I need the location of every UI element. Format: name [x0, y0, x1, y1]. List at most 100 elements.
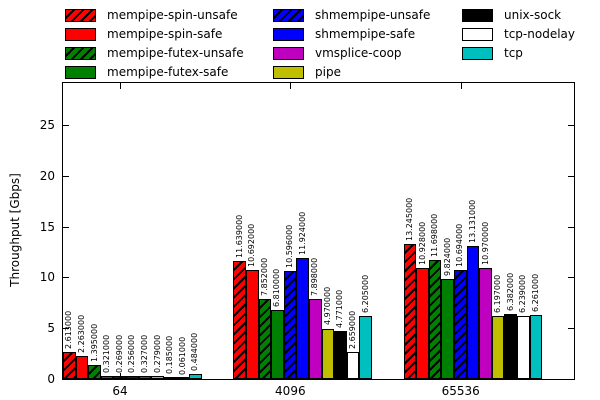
- bar-value-label: 10.596000: [285, 225, 295, 269]
- legend-label: unix-sock: [504, 8, 562, 22]
- bar-value-label: 0.484000: [190, 332, 200, 372]
- bar-value-label: 6.810000: [272, 268, 282, 307]
- bar-tcp-64: [189, 374, 202, 379]
- y-tick-label: 5: [47, 321, 55, 336]
- bar-value-label: 2.613000: [64, 311, 74, 350]
- y-tick: [63, 277, 69, 279]
- y-tick-mirror: [568, 226, 574, 228]
- color-swatch-icon: [462, 9, 493, 22]
- color-swatch-icon: [273, 66, 304, 79]
- legend-item-shmempipe-unsafe: shmempipe-unsafe: [273, 9, 430, 22]
- bar-value-label: 10.692000: [247, 224, 257, 268]
- bar-tcp-4096: [359, 315, 372, 379]
- legend-item-unix-sock: unix-sock: [462, 9, 561, 22]
- y-tick: [63, 328, 69, 330]
- bar-mempipe-spin-safe-64: [75, 356, 89, 379]
- bar-tcp-nodelay-65536: [517, 315, 530, 379]
- legend-item-mempipe-futex-safe: mempipe-futex-safe: [65, 66, 228, 79]
- legend-label: vmsplice-coop: [315, 46, 402, 60]
- bar-mempipe-futex-unsafe-65536: [428, 260, 442, 379]
- bar-value-label: 6.261000: [530, 274, 540, 313]
- bar-value-label: 0.279000: [152, 334, 162, 374]
- bar-tcp-nodelay-4096: [346, 351, 360, 379]
- legend-item-vmsplice-coop: vmsplice-coop: [273, 47, 402, 60]
- bar-value-label: 0.269000: [114, 335, 124, 374]
- legend-item-mempipe-spin-unsafe: mempipe-spin-unsafe: [65, 9, 238, 22]
- hatched-color-swatch-icon: [65, 9, 96, 22]
- bar-mempipe-spin-safe-4096: [245, 270, 259, 379]
- bar-tcp-65536: [529, 315, 543, 379]
- bar-shmempipe-unsafe-64: [113, 376, 126, 379]
- y-tick-label: 15: [39, 219, 55, 234]
- legend-label: mempipe-futex-unsafe: [107, 46, 244, 60]
- bar-pipe-4096: [321, 328, 335, 379]
- bar-value-label: 0.185000: [165, 335, 175, 375]
- x-category-label: 4096: [275, 384, 306, 398]
- legend-label: shmempipe-safe: [315, 27, 416, 41]
- x-tick-top: [120, 83, 121, 89]
- legend-item-mempipe-futex-unsafe: mempipe-futex-unsafe: [65, 47, 244, 60]
- color-swatch-icon: [65, 28, 96, 41]
- bar-value-label: 6.197000: [493, 274, 503, 314]
- legend-item-shmempipe-safe: shmempipe-safe: [273, 28, 415, 41]
- y-tick-mirror: [568, 175, 574, 177]
- x-category-label: 64: [112, 384, 128, 398]
- bar-value-label: 9.824000: [442, 238, 452, 277]
- legend-label: pipe: [315, 65, 341, 79]
- y-tick-mirror: [568, 277, 574, 279]
- bar-shmempipe-safe-65536: [466, 245, 480, 379]
- bar-mempipe-futex-safe-64: [100, 375, 114, 379]
- bar-value-label: 4.970000: [322, 287, 332, 326]
- bar-value-label: 10.694000: [455, 224, 465, 268]
- color-swatch-icon: [462, 28, 493, 41]
- x-tick-top: [290, 83, 292, 89]
- y-tick-label: 0: [47, 372, 55, 386]
- bar-value-label: 11.639000: [234, 214, 244, 258]
- x-category-label: 65536: [441, 384, 480, 398]
- bar-unix-sock-64: [163, 377, 177, 379]
- bar-vmsplice-coop-65536: [479, 267, 492, 379]
- x-tick: [120, 373, 121, 379]
- bar-mempipe-spin-unsafe-4096: [233, 260, 246, 379]
- y-tick-mirror: [568, 124, 574, 126]
- bar-unix-sock-65536: [504, 314, 518, 379]
- bar-pipe-64: [151, 376, 164, 379]
- bar-value-label: 6.239000: [518, 274, 528, 313]
- legend-label: shmempipe-unsafe: [315, 8, 431, 22]
- bar-value-label: 0.256000: [127, 335, 137, 374]
- bar-shmempipe-unsafe-65536: [454, 270, 467, 379]
- bar-value-label: 11.924000: [297, 211, 307, 255]
- bar-value-label: 7.898000: [310, 257, 320, 296]
- bar-mempipe-spin-unsafe-64: [63, 352, 76, 379]
- bar-value-label: 1.395000: [89, 323, 99, 362]
- color-swatch-icon: [462, 47, 493, 60]
- bar-value-label: 0.321000: [102, 334, 112, 373]
- y-tick: [63, 175, 69, 177]
- bar-shmempipe-safe-4096: [296, 257, 309, 379]
- bar-value-label: 0.327000: [139, 334, 149, 373]
- bar-value-label: 13.245000: [404, 198, 414, 242]
- bar-mempipe-futex-unsafe-64: [88, 364, 101, 379]
- hatched-color-swatch-icon: [273, 9, 304, 22]
- bar-value-label: 6.382000: [505, 272, 515, 312]
- bar-mempipe-spin-safe-65536: [416, 267, 429, 379]
- x-tick-top: [460, 83, 462, 89]
- bar-value-label: 2.263000: [76, 314, 86, 353]
- bar-value-label: 10.970000: [480, 221, 490, 265]
- color-swatch-icon: [273, 47, 304, 60]
- legend-item-tcp: tcp: [462, 47, 523, 60]
- y-tick: [63, 124, 69, 126]
- y-tick: [63, 379, 69, 380]
- bar-mempipe-futex-unsafe-4096: [258, 299, 272, 379]
- bar-value-label: 4.771000: [335, 289, 345, 328]
- y-tick-label: 10: [39, 270, 55, 285]
- bar-value-label: 6.205000: [360, 274, 370, 313]
- bar-mempipe-futex-safe-65536: [441, 279, 455, 379]
- bar-value-label: 13.131000: [467, 199, 477, 243]
- legend-label: mempipe-spin-unsafe: [107, 8, 238, 22]
- y-tick-label: 20: [39, 168, 55, 183]
- bar-value-label: 10.928000: [417, 221, 427, 265]
- bar-unix-sock-4096: [334, 330, 347, 379]
- plot-area: 0 5 10 15 20 25 64 4096 65536 2.613000 11.639000 13…: [40, 82, 575, 398]
